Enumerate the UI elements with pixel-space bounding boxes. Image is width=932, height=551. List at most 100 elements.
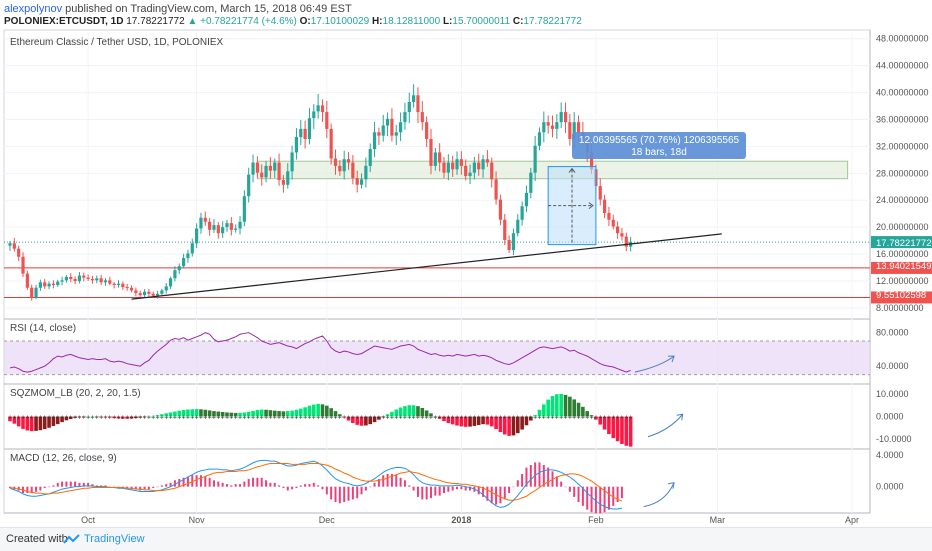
- sqz-bar: [355, 416, 359, 425]
- sqz-bar: [151, 415, 156, 417]
- macd-hist-bar: [560, 481, 563, 487]
- rsi-pane[interactable]: [4, 332, 870, 376]
- macd-hist-bar: [386, 473, 389, 487]
- price-pane[interactable]: [4, 84, 870, 301]
- sqz-bar: [264, 409, 268, 417]
- sqz-bar: [346, 416, 351, 421]
- sqz-bar: [290, 410, 294, 417]
- macd-title: MACD (12, 26, close, 9): [10, 453, 117, 464]
- candle-body: [151, 293, 155, 296]
- macd-hist-bar: [191, 475, 194, 487]
- sqz-cross-icon: +: [312, 415, 316, 422]
- sqz-cross-icon: +: [160, 415, 164, 422]
- sqz-bar: [407, 405, 412, 417]
- macd-hist-bar: [521, 473, 524, 487]
- sqz-bar: [446, 416, 451, 424]
- candle-body: [234, 228, 238, 230]
- footer-brand[interactable]: TradingView: [84, 533, 145, 545]
- chart-area[interactable]: + + + + + + + + + + + + + + + + + + + + + + + + + + + + + + + + + + + + + + + +…: [0, 0, 932, 527]
- macd-hist-bar: [469, 486, 472, 491]
- macd-hist-bar: [399, 477, 402, 487]
- sqz-bar: [394, 409, 399, 417]
- candle-body: [372, 132, 377, 150]
- sqz-cross-icon: +: [138, 415, 142, 422]
- sqz-bar: [463, 416, 468, 427]
- sqz-cross-icon: +: [351, 415, 355, 422]
- candle-body: [503, 219, 507, 240]
- sqz-bar: [411, 405, 416, 417]
- sqz-cross-icon: +: [529, 415, 533, 422]
- sqz-cross-icon: +: [364, 415, 368, 422]
- sqz-cross-icon: +: [38, 415, 42, 422]
- macd-forecast-arrow: [643, 482, 675, 508]
- macd-hist-bar: [425, 486, 428, 500]
- candle-body: [329, 128, 333, 159]
- sqz-cross-icon: +: [572, 415, 576, 422]
- candle-body: [195, 228, 199, 244]
- sqz-tick-label: 0.0000: [876, 412, 904, 422]
- price-label-last: 17.78221772: [876, 238, 931, 249]
- macd-hist-bar: [573, 486, 576, 497]
- author-link[interactable]: alexpolynov: [4, 3, 63, 15]
- y-tick-label: 32.00000000: [876, 141, 929, 151]
- macd-hist-bar: [321, 486, 324, 490]
- sqz-arrowhead-icon: [676, 413, 684, 421]
- macd-hist-bar: [534, 462, 537, 487]
- macd-hist-bar: [429, 486, 432, 499]
- sqz-cross-icon: +: [346, 415, 350, 422]
- sqz-cross-icon: +: [603, 415, 607, 422]
- candle-body: [208, 221, 212, 230]
- macd-hist-bar: [338, 486, 341, 504]
- sqz-cross-icon: +: [34, 415, 38, 422]
- candle-body: [346, 159, 351, 163]
- sqz-bar: [194, 409, 199, 417]
- candle-body: [607, 213, 611, 220]
- sqz-cross-icon: +: [60, 415, 64, 422]
- macd-hist-bar: [412, 486, 415, 491]
- sqz-cross-icon: +: [169, 415, 173, 422]
- sqz-cross-icon: +: [516, 415, 520, 422]
- sqz-bar: [333, 411, 338, 417]
- sqz-cross-icon: +: [186, 415, 190, 422]
- macd-pane[interactable]: [9, 459, 675, 514]
- sqz-cross-icon: +: [190, 415, 194, 422]
- macd-hist-bar: [421, 486, 424, 500]
- candle-body: [177, 266, 181, 271]
- sqz-cross-icon: +: [147, 415, 151, 422]
- macd-hist-bar: [252, 477, 255, 487]
- sqz-bar: [281, 411, 286, 417]
- sqz-bar: [433, 416, 438, 417]
- sqz-cross-icon: +: [316, 415, 320, 422]
- macd-hist-bar: [113, 486, 116, 488]
- candle-body: [186, 253, 190, 259]
- candle-body: [451, 162, 455, 170]
- measure-arrow-up-icon: [568, 167, 576, 173]
- sqz-cross-icon: +: [199, 415, 203, 422]
- price-label-low: 9.55102598: [876, 290, 926, 301]
- candle-body: [316, 105, 320, 112]
- candle-body: [333, 158, 338, 166]
- macd-hist-bar: [273, 482, 276, 487]
- sqz-cross-icon: +: [503, 415, 507, 422]
- sqz-bar: [212, 411, 216, 417]
- macd-hist-bar: [304, 484, 307, 487]
- sqz-bar: [529, 416, 533, 421]
- sqz-bar: [51, 416, 56, 426]
- macd-hist-bar: [95, 485, 98, 487]
- candle-body: [199, 217, 203, 229]
- sqzmom-pane[interactable]: + + + + + + + + + + + + + + + + + + + + + + + + + + + + + + + + + + + + + + + +…: [8, 394, 684, 447]
- macd-hist-bar: [464, 486, 467, 491]
- chart-border: [3, 29, 871, 514]
- sqz-bar: [628, 416, 633, 447]
- macd-hist-bar: [108, 486, 111, 488]
- macd-hist-bar: [586, 486, 589, 510]
- candle-body: [273, 162, 277, 171]
- macd-hist-bar: [87, 482, 90, 487]
- candle-body: [533, 145, 537, 173]
- sqz-cross-icon: +: [116, 415, 120, 422]
- sqz-bar: [325, 405, 329, 417]
- macd-hist-bar: [82, 482, 85, 487]
- candle-body: [390, 118, 394, 136]
- sqz-bar: [398, 407, 403, 417]
- sqz-bar: [259, 409, 264, 417]
